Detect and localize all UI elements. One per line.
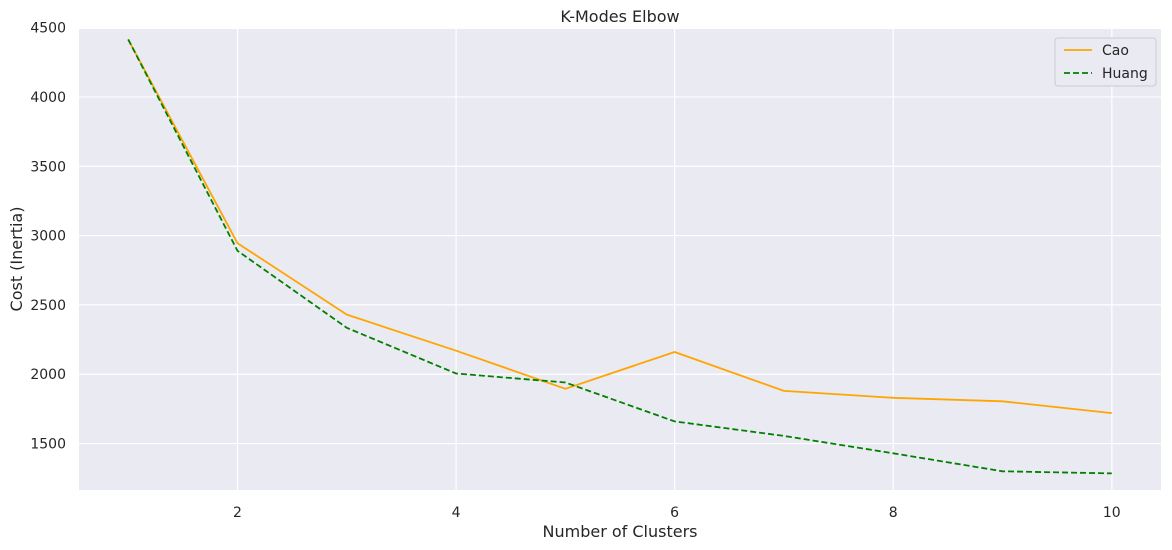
series-line-cao [127, 38, 1112, 414]
series-line-huang [127, 38, 1112, 475]
x-tick-label: 2 [233, 505, 242, 521]
y-tick-label: 4500 [30, 21, 66, 37]
y-tick-label: 3000 [30, 229, 66, 245]
legend-label-cao: Cao [1102, 43, 1129, 59]
y-tick-label: 4000 [30, 90, 66, 106]
y-axis-label: Cost (Inertia) [7, 207, 26, 312]
x-tick-label: 4 [452, 505, 461, 521]
grid [79, 27, 1161, 490]
tick-labels: 2 4 6 8 10 1500 2000 2500 3000 3500 4000 4500 [30, 21, 1120, 521]
series-lines [127, 38, 1112, 475]
plot-background [79, 29, 1161, 490]
y-tick-label: 1500 [30, 437, 66, 453]
y-tick-label: 3500 [30, 159, 66, 175]
y-tick-label: 2500 [30, 298, 66, 314]
chart-title: K-Modes Elbow [560, 7, 679, 26]
x-tick-label: 6 [670, 505, 679, 521]
x-axis-label: Number of Clusters [543, 522, 698, 541]
y-tick-label: 2000 [30, 367, 66, 383]
legend: Cao Huang [1054, 37, 1157, 87]
x-tick-label: 10 [1103, 505, 1121, 521]
legend-label-huang: Huang [1102, 66, 1148, 82]
x-tick-label: 8 [889, 505, 898, 521]
